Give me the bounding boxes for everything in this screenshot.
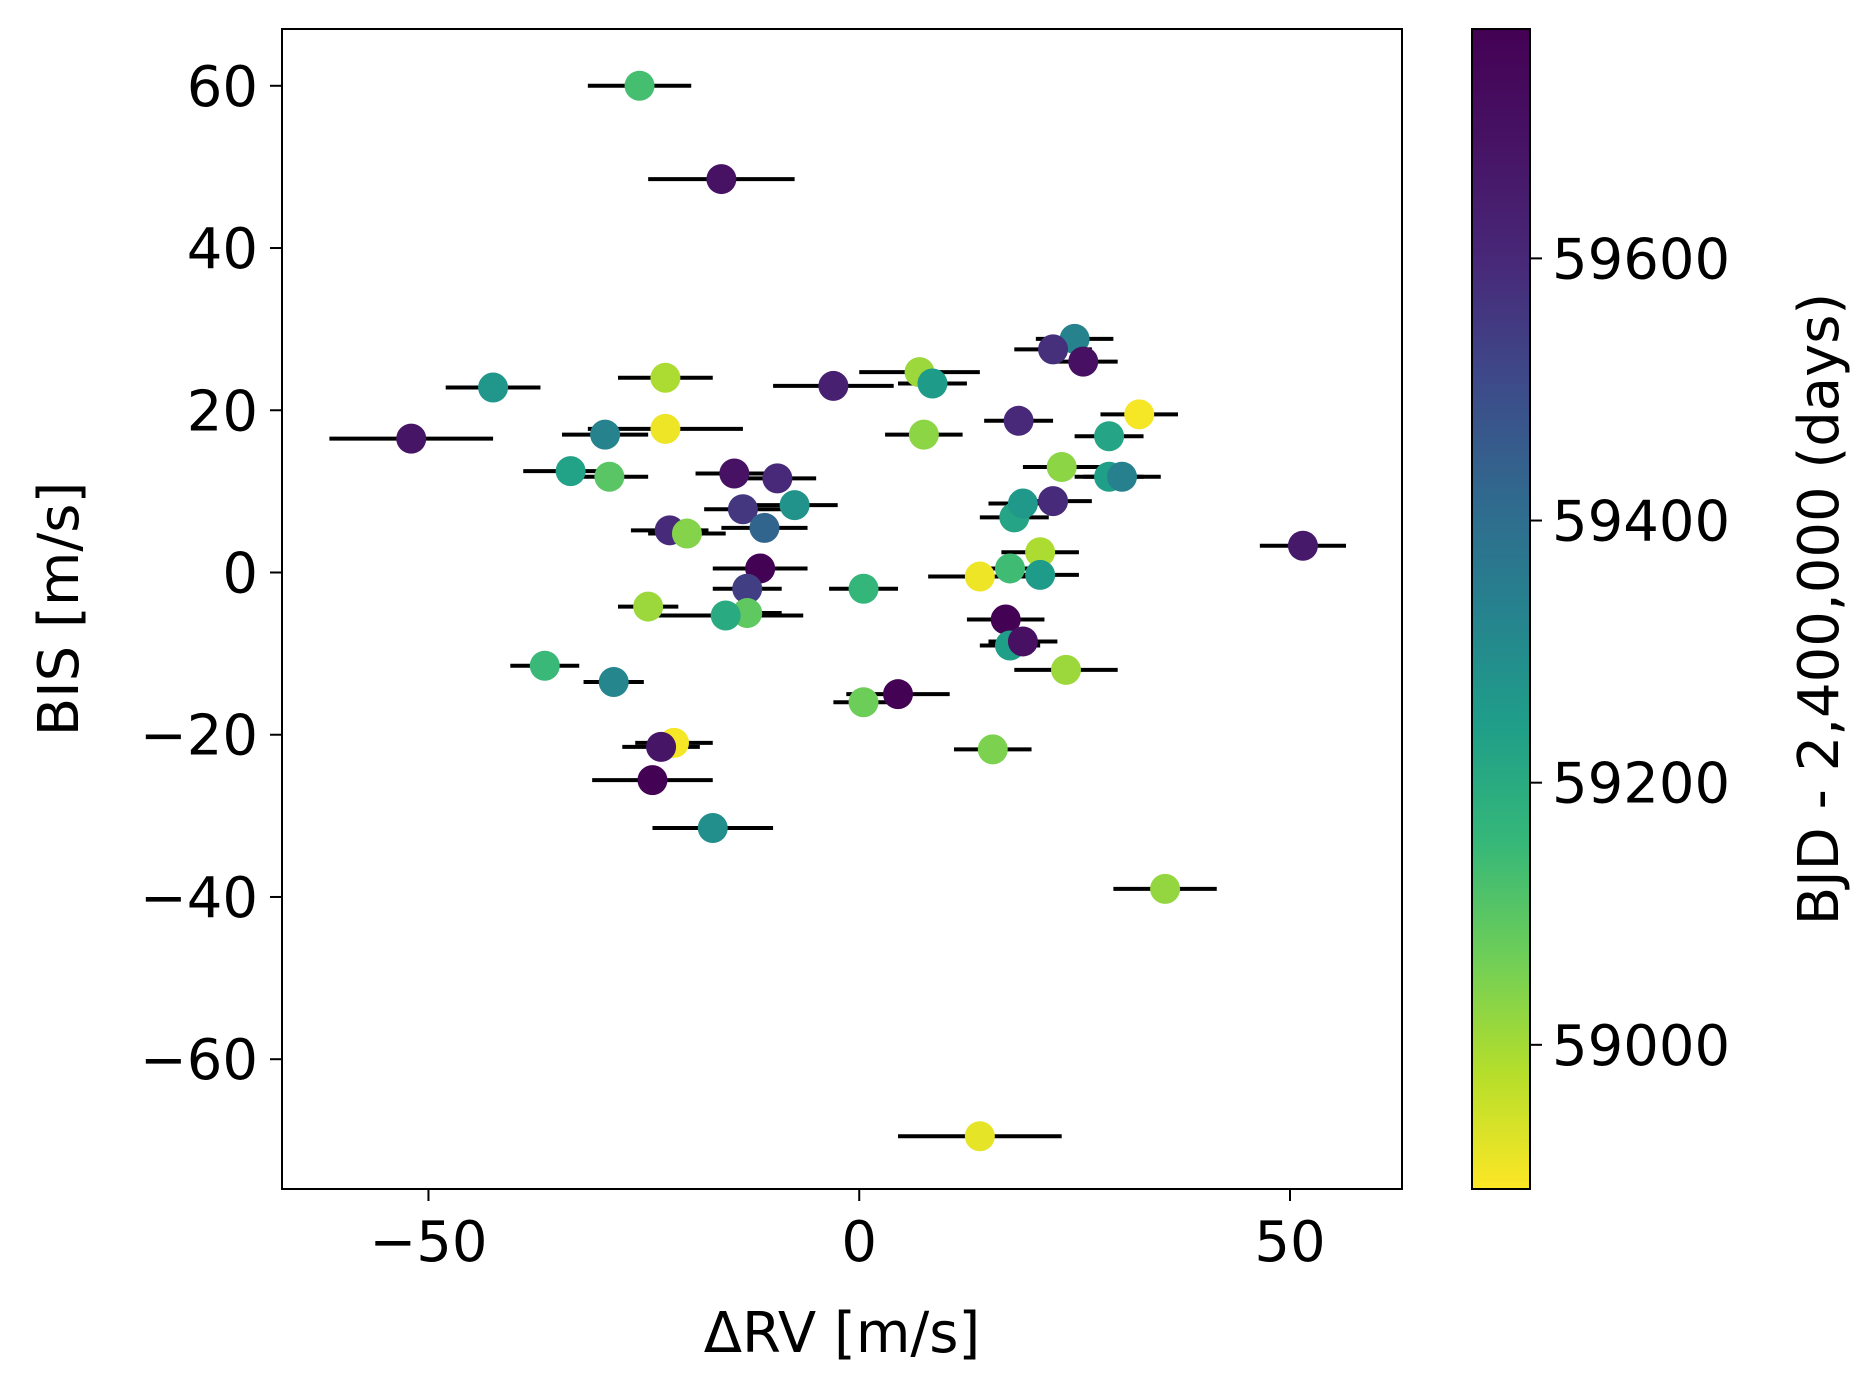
colorbar-tick-label-2: 59400 <box>1552 490 1730 555</box>
data-point-2 <box>396 423 427 454</box>
y-axis: 60 40 20 0 −20 −40 −60 <box>140 55 282 1093</box>
data-point-7 <box>555 456 586 487</box>
data-point-18 <box>1094 421 1125 452</box>
data-point-38 <box>1025 559 1056 590</box>
data-point-28 <box>671 518 702 549</box>
data-point-0 <box>624 70 655 101</box>
data-point-49 <box>883 679 913 710</box>
data-point-53 <box>646 731 677 762</box>
data-point-33 <box>633 591 664 622</box>
x-tick-label-1: 0 <box>841 1210 877 1275</box>
data-point-19 <box>1046 452 1077 483</box>
data-point-13 <box>1003 405 1034 436</box>
x-tick-label-2: 50 <box>1254 1210 1325 1275</box>
data-point-32 <box>710 600 741 631</box>
y-tick-label-6: −60 <box>140 1028 258 1093</box>
data-point-35 <box>964 561 995 592</box>
plot-area <box>282 29 1402 1189</box>
data-point-11 <box>917 368 948 399</box>
y-tick-label-5: −40 <box>140 866 258 931</box>
data-point-12 <box>908 419 939 450</box>
colorbar <box>1471 28 1531 1190</box>
data-point-45 <box>1051 654 1081 685</box>
x-axis: −50 0 50 <box>369 1189 1326 1275</box>
data-point-9 <box>818 370 849 401</box>
colorbar-ticks: 59000 59200 59400 59600 <box>1530 227 1730 1079</box>
y-axis-label: BIS [m/s] <box>27 482 92 737</box>
data-point-24 <box>727 494 758 525</box>
data-point-34 <box>848 573 879 604</box>
data-point-36 <box>995 553 1025 584</box>
data-point-21 <box>1107 461 1137 492</box>
data-point-15 <box>1038 334 1069 365</box>
data-point-17 <box>1124 399 1155 430</box>
y-tick-label-4: −20 <box>140 704 258 769</box>
data-point-50 <box>848 687 879 718</box>
data-point-44 <box>1007 626 1038 657</box>
data-point-5 <box>650 413 681 444</box>
colorbar-tick-label-1: 59200 <box>1552 752 1730 817</box>
data-point-42 <box>990 604 1021 635</box>
data-point-54 <box>637 765 668 796</box>
data-point-6 <box>590 419 621 450</box>
data-point-40 <box>1007 488 1038 519</box>
y-tick-label-3: 0 <box>222 541 258 606</box>
y-tick-label-1: 40 <box>187 217 258 282</box>
data-point-56 <box>1150 873 1181 904</box>
data-point-23 <box>762 463 793 494</box>
data-point-25 <box>779 490 810 521</box>
data-point-37 <box>1025 537 1056 568</box>
data-point-22 <box>719 458 750 489</box>
data-point-3 <box>478 372 509 403</box>
data-point-8 <box>594 461 625 492</box>
y-tick-label-2: 20 <box>187 379 258 444</box>
x-axis-label: ΔRV [m/s] <box>704 1301 981 1366</box>
markers-layer <box>396 70 1318 1152</box>
y-tick-label-0: 60 <box>187 55 258 120</box>
plot-frame <box>281 28 1403 1190</box>
data-point-47 <box>529 650 560 681</box>
data-point-51 <box>977 734 1008 765</box>
data-point-57 <box>964 1121 995 1152</box>
x-tick-label-0: −50 <box>369 1210 487 1275</box>
data-point-46 <box>1287 530 1318 561</box>
data-point-30 <box>732 573 763 604</box>
data-point-48 <box>598 667 629 698</box>
colorbar-label: BJD - 2,400,000 (days) <box>1787 293 1852 926</box>
data-point-41 <box>1038 486 1069 517</box>
data-point-1 <box>706 164 737 195</box>
data-point-26 <box>749 512 780 543</box>
colorbar-tick-label-0: 59000 <box>1552 1014 1730 1079</box>
data-point-4 <box>650 362 681 393</box>
data-point-55 <box>697 813 728 844</box>
colorbar-tick-label-3: 59600 <box>1552 227 1730 292</box>
data-point-16 <box>1068 346 1099 377</box>
